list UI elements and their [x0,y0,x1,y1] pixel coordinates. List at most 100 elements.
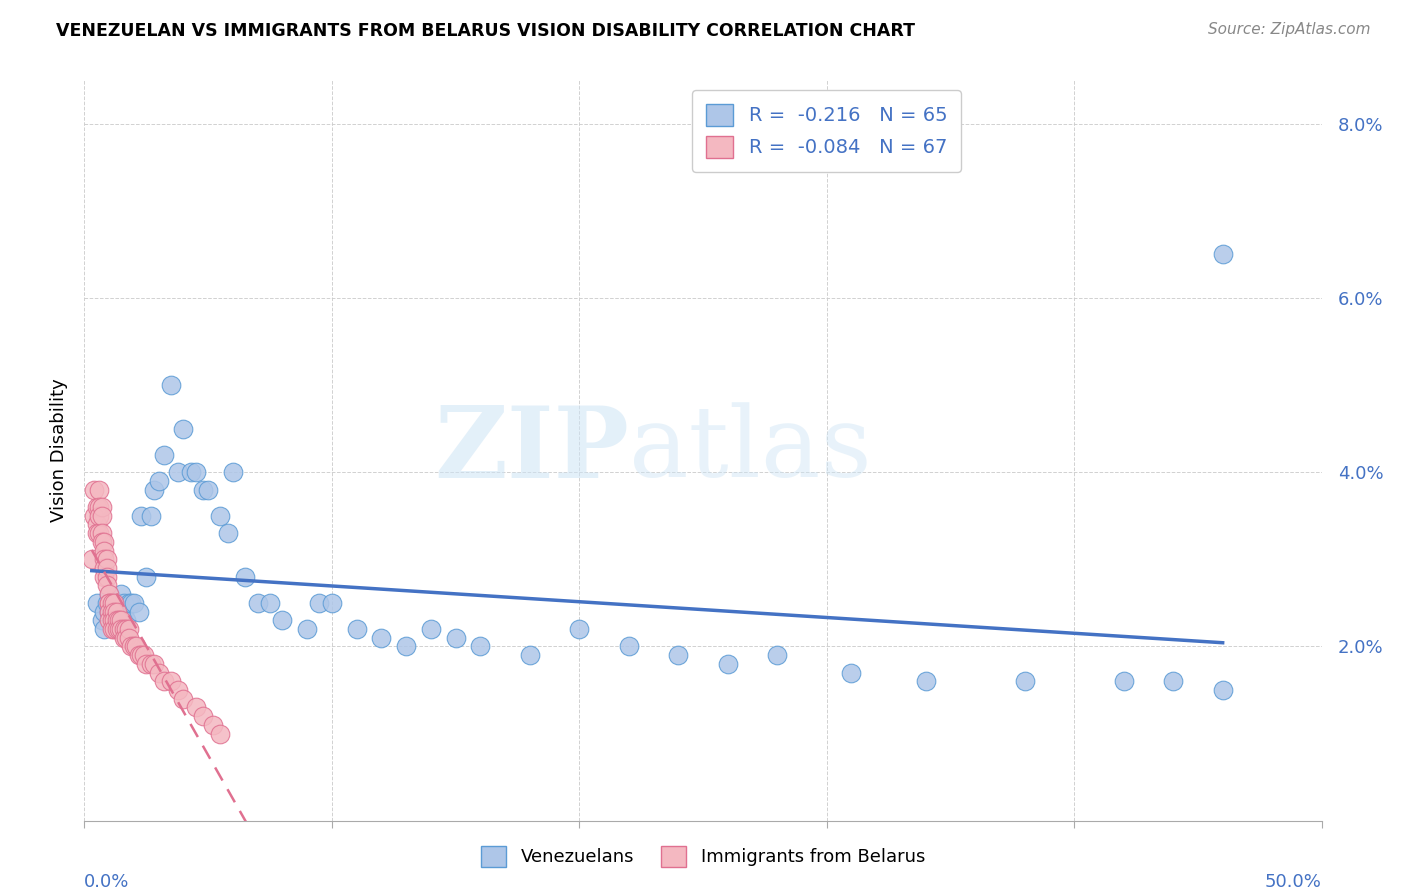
Point [115,622,138,636]
Point [1112,674,1135,689]
Point [152,674,174,689]
Point [914,674,936,689]
Point [132,648,155,662]
Point [98,613,121,627]
Point [105,605,128,619]
Point [112,631,135,645]
Point [89,526,111,541]
Point [160,378,183,392]
Point [86,526,108,541]
Point [217,526,239,541]
Point [766,648,789,662]
Point [321,596,343,610]
Point [90,535,112,549]
Point [115,631,138,645]
Point [167,465,190,479]
Point [233,570,256,584]
Point [93,543,115,558]
Point [142,657,165,671]
Point [90,526,112,541]
Point [346,622,368,636]
Point [98,605,121,619]
Point [120,596,142,610]
Point [222,465,245,479]
Point [135,570,157,584]
Point [841,665,863,680]
Point [160,674,183,689]
Point [96,570,118,584]
Point [93,552,115,566]
Point [141,508,163,523]
Point [115,613,138,627]
Text: VENEZUELAN VS IMMIGRANTS FROM BELARUS VISION DISABILITY CORRELATION CHART: VENEZUELAN VS IMMIGRANTS FROM BELARUS VI… [56,22,915,40]
Point [617,640,640,654]
Point [96,578,118,592]
Point [519,648,541,662]
Point [86,500,108,514]
Point [93,570,115,584]
Point [100,613,122,627]
Point [444,631,467,645]
Point [110,587,132,601]
Point [93,561,115,575]
Point [110,622,132,636]
Point [118,596,141,610]
Point [80,552,103,566]
Point [180,465,202,479]
Point [103,605,125,619]
Point [112,605,135,619]
Point [191,709,214,723]
Point [83,508,105,523]
Point [122,640,145,654]
Text: ZIP: ZIP [434,402,628,499]
Point [103,613,125,627]
Point [112,596,135,610]
Point [98,596,121,610]
Point [108,613,131,627]
Point [100,605,122,619]
Point [98,596,121,610]
Point [1014,674,1036,689]
Text: 0.0%: 0.0% [84,873,129,891]
Point [395,640,418,654]
Point [105,622,128,636]
Point [98,605,121,619]
Point [118,622,141,636]
Point [184,465,207,479]
Point [717,657,740,671]
Point [1161,674,1184,689]
Point [103,613,125,627]
Point [96,561,118,575]
Point [89,500,111,514]
Point [1212,247,1234,261]
Point [89,508,111,523]
Point [128,605,150,619]
Point [98,587,121,601]
Point [110,613,132,627]
Point [96,552,118,566]
Point [152,448,174,462]
Point [110,605,132,619]
Point [191,483,214,497]
Point [112,622,135,636]
Point [167,683,190,698]
Point [419,622,441,636]
Point [103,605,125,619]
Point [98,587,121,601]
Point [100,622,122,636]
Point [141,657,163,671]
Point [142,483,165,497]
Point [259,596,281,610]
Point [184,700,207,714]
Point [129,648,152,662]
Y-axis label: Vision Disability: Vision Disability [49,378,67,523]
Text: atlas: atlas [628,402,872,499]
Point [108,622,131,636]
Point [129,508,152,523]
Point [308,596,330,610]
Point [246,596,269,610]
Point [135,657,157,671]
Point [568,622,591,636]
Point [93,605,115,619]
Point [100,596,122,610]
